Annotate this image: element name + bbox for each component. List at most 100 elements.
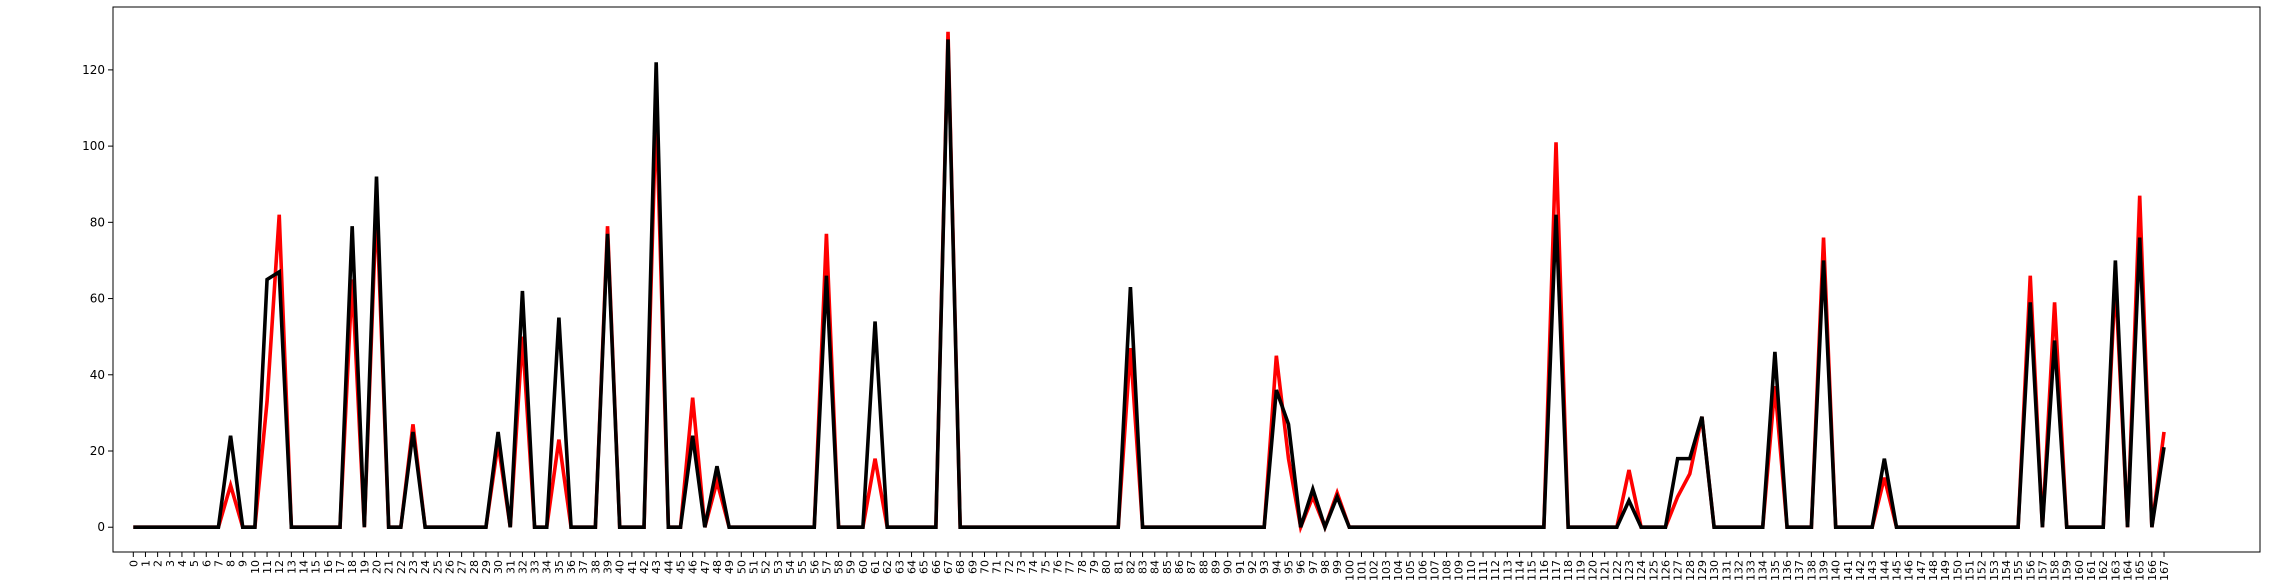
x-tick-label: 107 <box>1428 560 1441 581</box>
x-tick-label: 113 <box>1501 560 1514 581</box>
x-tick-label: 95 <box>1283 560 1296 574</box>
x-tick-label: 133 <box>1745 560 1758 581</box>
x-tick-label: 11 <box>261 560 274 574</box>
y-tick-label: 120 <box>82 63 105 77</box>
x-tick-label: 19 <box>358 560 371 574</box>
x-tick-label: 162 <box>2097 560 2110 581</box>
x-tick-label: 127 <box>1672 560 1685 581</box>
x-tick-label: 155 <box>2012 560 2025 581</box>
x-tick-label: 30 <box>492 560 505 574</box>
x-tick-label: 96 <box>1295 560 1308 574</box>
x-tick-label: 52 <box>760 560 773 574</box>
x-tick-label: 139 <box>1818 560 1831 581</box>
x-tick-label: 12 <box>273 560 286 574</box>
x-tick-label: 116 <box>1538 560 1551 581</box>
x-tick-label: 35 <box>553 560 566 574</box>
x-tick-label: 71 <box>991 560 1004 574</box>
x-tick-label: 78 <box>1076 560 1089 574</box>
x-tick-label: 165 <box>2134 560 2147 581</box>
x-tick-label: 143 <box>1866 560 1879 581</box>
x-tick-label: 76 <box>1051 560 1064 574</box>
y-tick-label: 60 <box>90 292 105 306</box>
x-tick-label: 62 <box>881 560 894 574</box>
x-tick-label: 167 <box>2158 560 2171 581</box>
x-tick-label: 38 <box>589 560 602 574</box>
x-tick-label: 132 <box>1732 560 1745 581</box>
x-tick-label: 50 <box>735 560 748 574</box>
x-tick-label: 77 <box>1064 560 1077 574</box>
x-tick-label: 33 <box>529 560 542 574</box>
x-tick-label: 141 <box>1842 560 1855 581</box>
x-tick-label: 31 <box>504 560 517 574</box>
x-tick-label: 134 <box>1757 560 1770 581</box>
x-tick-label: 13 <box>285 560 298 574</box>
x-tick-label: 135 <box>1769 560 1782 581</box>
x-tick-label: 138 <box>1805 560 1818 581</box>
x-tick-label: 58 <box>833 560 846 574</box>
x-tick-label: 137 <box>1793 560 1806 581</box>
x-tick-label: 43 <box>650 560 663 574</box>
y-tick-label: 100 <box>82 139 105 153</box>
x-tick-label: 163 <box>2109 560 2122 581</box>
x-tick-label: 164 <box>2122 560 2135 581</box>
y-tick-label: 0 <box>97 520 105 534</box>
x-tick-label: 146 <box>1903 560 1916 581</box>
x-tick-label: 91 <box>1234 560 1247 574</box>
x-tick-label: 159 <box>2061 560 2074 581</box>
x-tick-label: 4 <box>176 560 189 567</box>
plot-frame <box>112 6 2261 553</box>
x-tick-label: 147 <box>1915 560 1928 581</box>
x-tick-label: 118 <box>1562 560 1575 581</box>
x-tick-label: 47 <box>699 560 712 574</box>
x-tick-label: 0 <box>127 560 140 567</box>
x-tick-label: 5 <box>188 560 201 567</box>
x-tick-label: 102 <box>1368 560 1381 581</box>
x-tick-label: 149 <box>1939 560 1952 581</box>
x-tick-label: 9 <box>237 560 250 567</box>
x-tick-label: 148 <box>1927 560 1940 581</box>
x-tick-label: 27 <box>456 560 469 574</box>
x-tick-label: 7 <box>212 560 225 567</box>
x-tick-label: 32 <box>516 560 529 574</box>
x-tick-label: 154 <box>2000 560 2013 581</box>
x-tick-label: 17 <box>334 560 347 574</box>
x-tick-label: 44 <box>662 560 675 574</box>
x-tick-label: 112 <box>1489 560 1502 581</box>
x-tick-label: 49 <box>723 560 736 574</box>
x-tick-label: 101 <box>1355 560 1368 581</box>
x-tick-label: 93 <box>1258 560 1271 574</box>
x-tick-label: 57 <box>820 560 833 574</box>
x-tick-label: 122 <box>1611 560 1624 581</box>
x-tick-label: 21 <box>383 560 396 574</box>
x-tick-label: 94 <box>1270 560 1283 574</box>
x-tick-label: 2 <box>152 560 165 567</box>
x-tick-label: 125 <box>1647 560 1660 581</box>
x-tick-label: 26 <box>443 560 456 574</box>
x-tick-label: 158 <box>2049 560 2062 581</box>
x-tick-label: 104 <box>1392 560 1405 581</box>
x-tick-label: 121 <box>1599 560 1612 581</box>
x-tick-label: 63 <box>893 560 906 574</box>
x-tick-label: 51 <box>747 560 760 574</box>
x-tick-label: 34 <box>541 560 554 574</box>
x-tick-label: 20 <box>371 560 384 574</box>
x-tick-label: 140 <box>1830 560 1843 581</box>
x-tick-label: 114 <box>1514 560 1527 581</box>
x-tick-label: 64 <box>906 560 919 574</box>
x-tick-label: 86 <box>1173 560 1186 574</box>
x-tick-label: 60 <box>857 560 870 574</box>
x-tick-label: 41 <box>626 560 639 574</box>
x-tick-label: 29 <box>480 560 493 574</box>
x-tick-label: 103 <box>1380 560 1393 581</box>
x-tick-label: 65 <box>918 560 931 574</box>
x-tick-label: 85 <box>1161 560 1174 574</box>
x-tick-label: 56 <box>808 560 821 574</box>
x-tick-label: 82 <box>1124 560 1137 574</box>
x-tick-label: 130 <box>1708 560 1721 581</box>
x-tick-label: 55 <box>796 560 809 574</box>
x-tick-label: 81 <box>1112 560 1125 574</box>
x-tick-label: 157 <box>2036 560 2049 581</box>
x-tick-label: 59 <box>845 560 858 574</box>
x-tick-label: 87 <box>1185 560 1198 574</box>
x-tick-label: 131 <box>1720 560 1733 581</box>
